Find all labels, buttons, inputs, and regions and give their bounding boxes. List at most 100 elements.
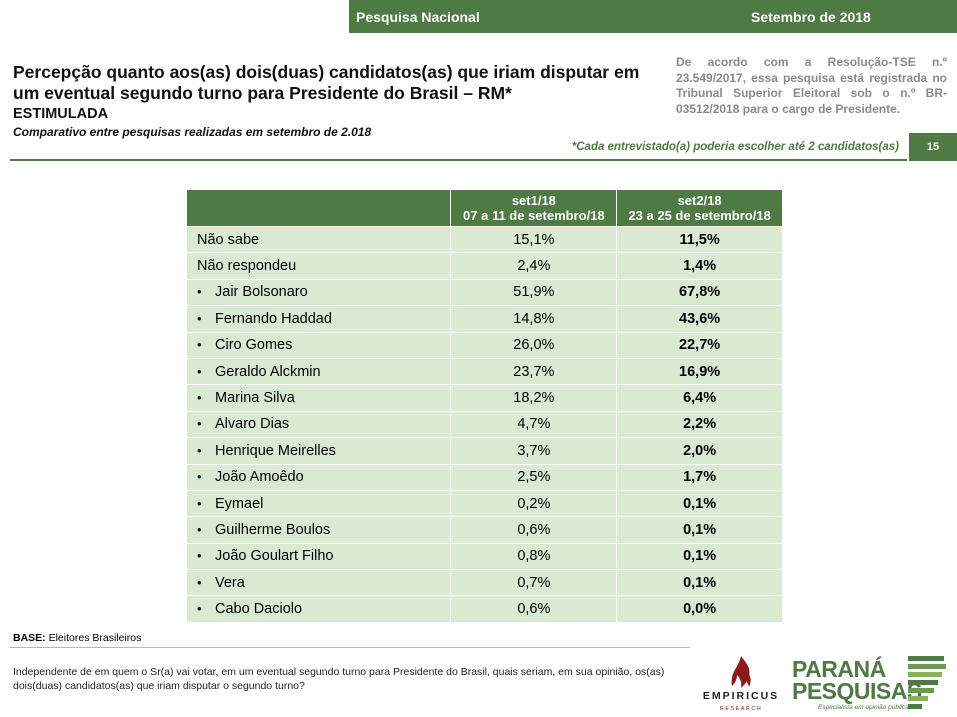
value-set1: 15,1% bbox=[450, 225, 618, 254]
row-label-cell: • Marina Silva bbox=[185, 384, 452, 412]
value-set1: 26,0% bbox=[450, 331, 618, 359]
table-header-row: set1/18 07 a 11 de setembro/18 set2/18 2… bbox=[185, 189, 783, 227]
value-set2: 0,1% bbox=[616, 569, 783, 597]
value-set1: 51,9% bbox=[450, 278, 618, 307]
value-set2: 43,6% bbox=[616, 305, 783, 333]
row-label-cell: Não respondeu bbox=[185, 252, 452, 280]
row-label-cell: • Alvaro Dias bbox=[185, 410, 452, 439]
row-label-cell: • Geraldo Alckmin bbox=[185, 357, 452, 386]
table-row: Não sabe 15,1% 11,5% bbox=[185, 225, 783, 254]
table-row: • Marina Silva 18,2% 6,4% bbox=[185, 384, 783, 412]
value-set2: 0,1% bbox=[616, 489, 783, 518]
value-set1: 14,8% bbox=[450, 305, 618, 333]
row-label: Vera bbox=[215, 574, 245, 591]
header-date-label: Setembro de 2018 bbox=[751, 9, 871, 25]
table-body: Não sabe 15,1% 11,5% Não respondeu 2,4% 1,4% •… bbox=[185, 225, 783, 623]
row-label-cell: • Ciro Gomes bbox=[185, 331, 452, 359]
stripes-icon bbox=[908, 656, 946, 709]
flame-icon bbox=[731, 656, 751, 688]
bullet: • bbox=[197, 601, 202, 617]
bullet: • bbox=[197, 416, 202, 432]
row-label: Não respondeu bbox=[197, 258, 297, 275]
value-set1: 23,7% bbox=[450, 357, 618, 386]
row-label: Henrique Meirelles bbox=[215, 442, 336, 459]
row-label: Jair Bolsonaro bbox=[215, 284, 308, 301]
divider bbox=[10, 647, 690, 648]
column-header-set2: set2/18 23 a 25 de setembro/18 bbox=[616, 189, 783, 227]
divider bbox=[10, 159, 907, 161]
table-row: • João Goulart Filho 0,8% 0,1% bbox=[185, 542, 783, 571]
value-set2: 0,0% bbox=[616, 595, 783, 623]
table-row: • Fernando Haddad 14,8% 43,6% bbox=[185, 305, 783, 333]
column-title: set1/18 bbox=[511, 193, 556, 208]
row-label: Guilherme Boulos bbox=[215, 521, 331, 538]
header-survey-label: Pesquisa Nacional bbox=[356, 9, 480, 25]
legal-registration-note: De acordo com a Resolução-TSE n.º 23.549… bbox=[676, 55, 947, 116]
bullet: • bbox=[197, 521, 202, 537]
row-label-cell: • Eymael bbox=[185, 489, 452, 518]
row-label: João Goulart Filho bbox=[215, 548, 334, 565]
table-row: • Alvaro Dias 4,7% 2,2% bbox=[185, 410, 783, 439]
results-table: set1/18 07 a 11 de setembro/18 set2/18 2… bbox=[185, 189, 783, 623]
survey-question: Independente de em quem o Sr(a) vai vota… bbox=[13, 666, 665, 692]
base-label: BASE: bbox=[13, 632, 46, 644]
parana-tagline: Especialista em opinião pública. bbox=[818, 704, 911, 711]
bullet: • bbox=[197, 363, 202, 379]
value-set1: 4,7% bbox=[450, 410, 618, 439]
table-row: • Cabo Daciolo 0,6% 0,0% bbox=[185, 595, 783, 623]
empiricus-sub: RESEARCH bbox=[719, 706, 763, 712]
bullet: • bbox=[197, 390, 202, 406]
value-set1: 2,5% bbox=[450, 463, 618, 491]
row-label-cell: • Cabo Daciolo bbox=[185, 595, 452, 623]
bullet: • bbox=[197, 469, 202, 485]
table-row: • Ciro Gomes 26,0% 22,7% bbox=[185, 331, 783, 359]
value-set1: 0,6% bbox=[450, 516, 618, 544]
column-header-set1: set1/18 07 a 11 de setembro/18 bbox=[450, 189, 618, 227]
base-value: Eleitores Brasileiros bbox=[48, 632, 142, 644]
value-set1: 0,2% bbox=[450, 489, 618, 518]
empiricus-wordmark: EMPIRICUS bbox=[702, 690, 780, 702]
column-dates: 07 a 11 de setembro/18 bbox=[463, 208, 605, 223]
comparison-caption: Comparativo entre pesquisas realizadas e… bbox=[13, 125, 372, 139]
row-label-cell: • João Amoêdo bbox=[185, 463, 452, 491]
column-title: set2/18 bbox=[677, 193, 722, 208]
row-label: João Amoêdo bbox=[215, 469, 304, 486]
bullet: • bbox=[197, 442, 202, 458]
row-label: Ciro Gomes bbox=[215, 337, 293, 354]
value-set1: 0,8% bbox=[450, 542, 618, 571]
table-header-blank bbox=[185, 189, 452, 227]
parana-wordmark-line2: PESQUISAS bbox=[792, 678, 922, 704]
value-set2: 11,5% bbox=[616, 225, 783, 254]
value-set2: 0,1% bbox=[616, 516, 783, 544]
value-set1: 2,4% bbox=[450, 252, 618, 280]
table-row: Não respondeu 2,4% 1,4% bbox=[185, 252, 783, 280]
table-row: • Vera 0,7% 0,1% bbox=[185, 569, 783, 597]
row-label-cell: • Fernando Haddad bbox=[185, 305, 452, 333]
parana-wordmark-line1: PARANÁ bbox=[792, 656, 886, 682]
bullet: • bbox=[197, 284, 202, 300]
page-title: Percepção quanto aos(as) dois(duas) cand… bbox=[13, 62, 640, 103]
table-row: • João Amoêdo 2,5% 1,7% bbox=[185, 463, 783, 491]
bullet: • bbox=[197, 548, 202, 564]
header-bar: Pesquisa Nacional Setembro de 2018 bbox=[349, 0, 957, 33]
value-set2: 1,4% bbox=[616, 252, 783, 280]
page-subtitle: ESTIMULADA bbox=[13, 106, 109, 122]
value-set1: 18,2% bbox=[450, 384, 618, 412]
bullet: • bbox=[197, 574, 202, 590]
value-set2: 2,0% bbox=[616, 437, 783, 465]
value-set2: 22,7% bbox=[616, 331, 783, 359]
row-label: Não sabe bbox=[197, 231, 260, 248]
row-label: Eymael bbox=[215, 495, 264, 512]
base-note: BASE: Eleitores Brasileiros bbox=[13, 632, 141, 644]
row-label: Geraldo Alckmin bbox=[215, 363, 321, 380]
value-set1: 0,6% bbox=[450, 595, 618, 623]
row-label-cell: Não sabe bbox=[185, 225, 452, 254]
value-set2: 0,1% bbox=[616, 542, 783, 571]
row-label-cell: • Jair Bolsonaro bbox=[185, 278, 452, 307]
bullet: • bbox=[197, 495, 202, 511]
page-number: 15 bbox=[909, 133, 957, 161]
bullet: • bbox=[197, 310, 202, 326]
value-set1: 3,7% bbox=[450, 437, 618, 465]
table-row: • Henrique Meirelles 3,7% 2,0% bbox=[185, 437, 783, 465]
value-set2: 16,9% bbox=[616, 357, 783, 386]
